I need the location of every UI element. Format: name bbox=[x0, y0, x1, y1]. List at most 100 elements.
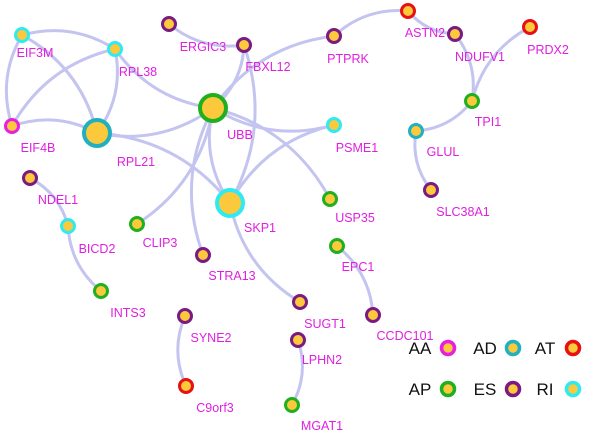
node-SKP1[interactable]: SKP1 bbox=[215, 188, 276, 235]
legend-item-AP: AP bbox=[409, 380, 457, 399]
node-LPHN2[interactable]: LPHN2 bbox=[290, 332, 343, 368]
node-circle[interactable] bbox=[522, 19, 538, 35]
node-SUGT1[interactable]: SUGT1 bbox=[292, 294, 346, 332]
node-circle[interactable] bbox=[326, 28, 342, 44]
node-circle[interactable] bbox=[161, 16, 177, 32]
node-label: CLIP3 bbox=[143, 236, 178, 250]
node-NDUFV1[interactable]: NDUFV1 bbox=[447, 26, 506, 65]
node-label: STRA13 bbox=[208, 269, 255, 283]
node-circle[interactable] bbox=[464, 93, 480, 109]
node-label: NDEL1 bbox=[38, 193, 78, 207]
node-circle[interactable] bbox=[292, 294, 308, 310]
legend-swatch bbox=[504, 339, 522, 357]
node-label: MGAT1 bbox=[301, 419, 343, 433]
node-UBB[interactable]: UBB bbox=[198, 93, 253, 142]
legend-label: AT bbox=[535, 339, 555, 358]
node-circle[interactable] bbox=[365, 307, 381, 323]
edge-EIF3M-EIF4B bbox=[4, 34, 24, 127]
node-circle[interactable] bbox=[215, 188, 245, 218]
node-EIF3M[interactable]: EIF3M bbox=[14, 27, 54, 61]
edge-RPL38-EIF4B bbox=[10, 47, 116, 127]
node-circle[interactable] bbox=[198, 93, 228, 123]
edge-UBB-USP35 bbox=[212, 106, 332, 200]
node-circle[interactable] bbox=[107, 41, 123, 57]
edge-SYNE2-C9orf3 bbox=[176, 315, 188, 387]
node-USP35[interactable]: USP35 bbox=[322, 191, 375, 226]
node-circle[interactable] bbox=[129, 216, 145, 232]
node-label: EPC1 bbox=[342, 260, 375, 274]
node-circle[interactable] bbox=[284, 397, 300, 413]
node-circle[interactable] bbox=[93, 283, 109, 299]
node-INTS3[interactable]: INTS3 bbox=[93, 283, 146, 321]
node-NDEL1[interactable]: NDEL1 bbox=[22, 170, 79, 208]
edge-RPL21-SKP1 bbox=[96, 131, 232, 204]
node-label: FBXL12 bbox=[245, 60, 290, 74]
node-TPI1[interactable]: TPI1 bbox=[464, 93, 502, 130]
node-circle[interactable] bbox=[322, 191, 338, 207]
node-label: PRDX2 bbox=[527, 43, 569, 57]
node-FBXL12[interactable]: FBXL12 bbox=[236, 37, 291, 75]
edge-GLUL-SLC38A1 bbox=[413, 130, 433, 191]
node-BICD2[interactable]: BICD2 bbox=[60, 218, 116, 257]
legend-label: RI bbox=[537, 380, 554, 399]
node-CCDC101[interactable]: CCDC101 bbox=[365, 307, 434, 344]
edge-BICD2-INTS3 bbox=[66, 225, 102, 293]
node-label: PTPRK bbox=[327, 52, 369, 66]
node-SYNE2[interactable]: SYNE2 bbox=[177, 308, 232, 346]
node-circle[interactable] bbox=[195, 247, 211, 263]
node-circle[interactable] bbox=[408, 123, 424, 139]
node-circle[interactable] bbox=[447, 26, 463, 42]
node-circle[interactable] bbox=[22, 170, 38, 186]
edge-LPHN2-MGAT1 bbox=[290, 339, 304, 406]
node-circle[interactable] bbox=[326, 117, 342, 133]
node-circle[interactable] bbox=[290, 332, 306, 348]
legend-swatch bbox=[564, 380, 582, 398]
node-GLUL[interactable]: GLUL bbox=[408, 123, 460, 160]
node-label: C9orf3 bbox=[196, 401, 234, 415]
legend-swatch bbox=[439, 339, 457, 357]
edge-UBB-PTPRK bbox=[211, 34, 335, 109]
edge-ERGIC3-FBXL12 bbox=[168, 22, 245, 48]
legend-item-ES: ES bbox=[474, 380, 522, 399]
node-circle[interactable] bbox=[177, 308, 193, 324]
node-EPC1[interactable]: EPC1 bbox=[329, 238, 375, 275]
node-label: SLC38A1 bbox=[436, 205, 490, 219]
legend-item-AD: AD bbox=[473, 339, 522, 358]
node-label: TPI1 bbox=[475, 115, 501, 129]
node-circle[interactable] bbox=[329, 238, 345, 254]
edge-PRDX2-TPI1 bbox=[470, 25, 531, 102]
node-ASTN2[interactable]: ASTN2 bbox=[400, 3, 446, 41]
node-label: UBB bbox=[227, 128, 253, 142]
node-circle[interactable] bbox=[178, 378, 194, 394]
node-RPL21[interactable]: RPL21 bbox=[82, 118, 155, 169]
node-PSME1[interactable]: PSME1 bbox=[326, 117, 379, 156]
node-circle[interactable] bbox=[4, 118, 20, 134]
edge-EPC1-CCDC101 bbox=[336, 244, 375, 316]
node-circle[interactable] bbox=[236, 37, 252, 53]
node-label: ASTN2 bbox=[405, 26, 445, 40]
node-label: PSME1 bbox=[336, 141, 378, 155]
node-PTPRK[interactable]: PTPRK bbox=[326, 28, 369, 67]
edge-TPI1-GLUL bbox=[415, 100, 474, 133]
node-C9orf3[interactable]: C9orf3 bbox=[178, 378, 234, 416]
node-EIF4B[interactable]: EIF4B bbox=[4, 118, 56, 156]
node-SLC38A1[interactable]: SLC38A1 bbox=[423, 182, 490, 220]
edge-EIF3M-RPL38 bbox=[21, 29, 116, 51]
node-ERGIC3[interactable]: ERGIC3 bbox=[161, 16, 227, 55]
node-circle[interactable] bbox=[14, 27, 30, 43]
node-label: INTS3 bbox=[110, 306, 145, 320]
node-STRA13[interactable]: STRA13 bbox=[195, 247, 256, 284]
edge-PTPRK-ASTN2 bbox=[332, 9, 409, 38]
node-circle[interactable] bbox=[423, 182, 439, 198]
node-circle[interactable] bbox=[82, 118, 112, 148]
node-label: RPL21 bbox=[117, 155, 155, 169]
node-MGAT1[interactable]: MGAT1 bbox=[284, 397, 344, 433]
node-RPL38[interactable]: RPL38 bbox=[107, 41, 158, 80]
node-PRDX2[interactable]: PRDX2 bbox=[522, 19, 569, 58]
legend-swatch bbox=[564, 339, 582, 357]
node-circle[interactable] bbox=[400, 3, 416, 19]
node-circle[interactable] bbox=[60, 218, 76, 234]
node-CLIP3[interactable]: CLIP3 bbox=[129, 216, 178, 251]
legend: AA AD AT AP ES RI bbox=[409, 339, 582, 399]
